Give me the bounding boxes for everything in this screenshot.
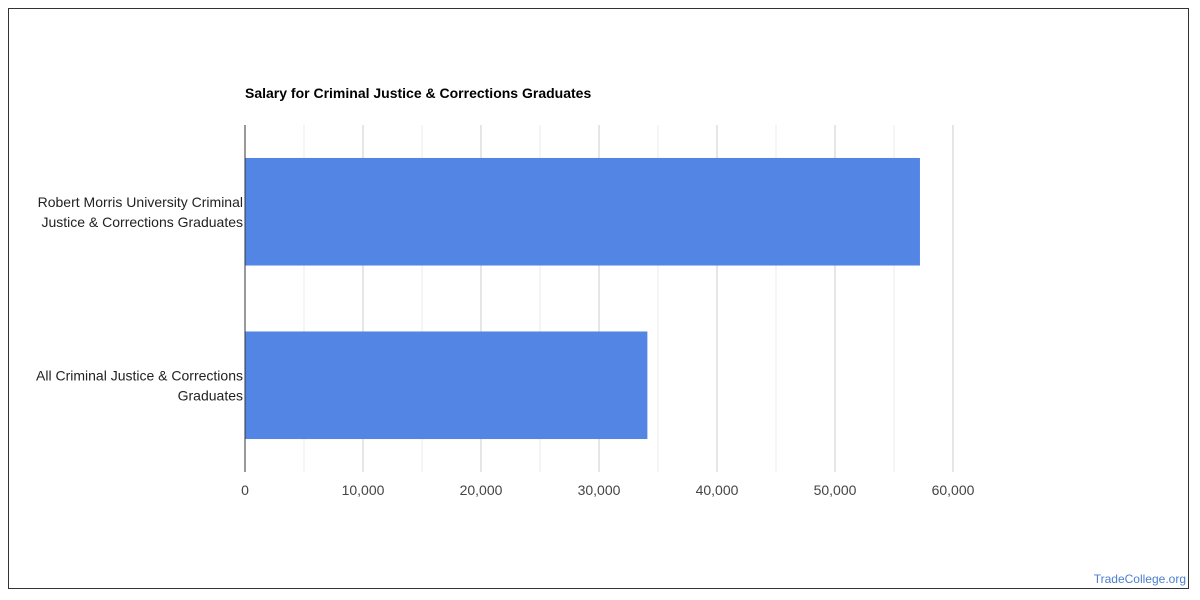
bar-1[interactable] <box>245 331 648 440</box>
x-tick-label: 20,000 <box>460 482 503 498</box>
category-label-0: Robert Morris University Criminal Justice… <box>38 194 243 230</box>
category-label-line: Justice & Corrections Graduates <box>41 214 243 230</box>
bar-layer <box>245 157 920 440</box>
category-label-1: All Criminal Justice & Corrections Gradua… <box>36 367 243 403</box>
x-tick-label: 50,000 <box>814 482 857 498</box>
watermark-link[interactable]: TradeCollege.org <box>1093 572 1186 586</box>
category-label-line: All Criminal Justice & Corrections <box>36 367 243 383</box>
category-label-line: Robert Morris University Criminal <box>38 194 243 210</box>
category-label-line: Graduates <box>178 387 243 403</box>
x-tick-label: 40,000 <box>696 482 739 498</box>
x-tick-label: 10,000 <box>342 482 385 498</box>
chart-title: Salary for Criminal Justice & Correction… <box>245 85 592 101</box>
x-tick-label: 60,000 <box>932 482 975 498</box>
x-tick-label: 30,000 <box>578 482 621 498</box>
x-tick-label: 0 <box>241 482 249 498</box>
bar-0[interactable] <box>245 157 920 266</box>
label-layer: Robert Morris University Criminal Justice… <box>36 194 975 498</box>
